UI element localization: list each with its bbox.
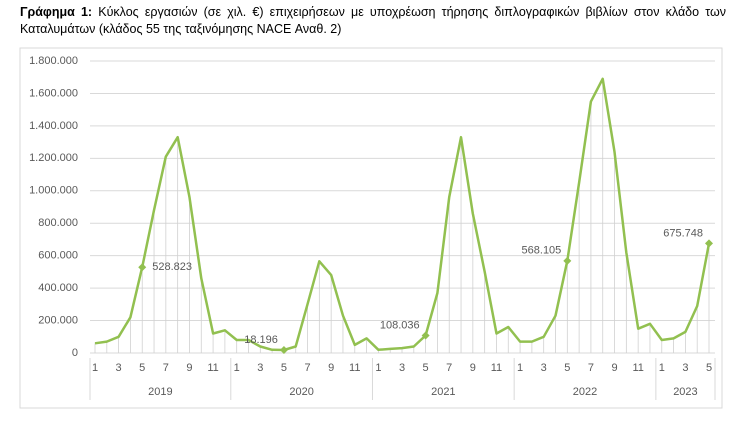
title-block: Γράφημα 1: Κύκλος εργασιών (σε χιλ. €) ε… — [20, 4, 726, 38]
x-tick-label: 3 — [257, 362, 263, 374]
chart-frame — [19, 47, 723, 409]
y-tick-label: 0 — [72, 347, 78, 359]
x-group-label: 2021 — [431, 386, 455, 398]
y-tick-label: 1.200.000 — [29, 152, 78, 164]
data-label: 675.748 — [663, 227, 703, 239]
y-tick-label: 400.000 — [38, 282, 78, 294]
x-tick-label: 11 — [207, 362, 218, 374]
x-tick-label: 9 — [328, 362, 334, 374]
point-marker — [563, 256, 572, 265]
x-tick-label: 7 — [304, 362, 310, 374]
x-tick-label: 5 — [564, 362, 570, 374]
y-tick-label: 1.600.000 — [29, 87, 78, 99]
x-tick-label: 7 — [163, 362, 169, 374]
x-tick-label: 11 — [632, 362, 643, 374]
x-tick-label: 3 — [682, 362, 688, 374]
x-group-label: 2023 — [673, 386, 697, 398]
point-marker — [421, 331, 430, 340]
y-tick-label: 600.000 — [38, 250, 78, 262]
point-marker — [138, 263, 147, 272]
series-line — [94, 77, 711, 352]
x-tick-label: 9 — [186, 362, 192, 374]
y-tick-label: 800.000 — [38, 217, 78, 229]
data-label: 528.823 — [152, 261, 192, 273]
y-tick-label: 200.000 — [38, 314, 78, 326]
x-group-label: 2020 — [289, 386, 313, 398]
x-tick-label: 1 — [659, 362, 665, 374]
chart-title: Κύκλος εργασιών (σε χιλ. €) επιχειρήσεων… — [20, 5, 726, 36]
point-marker — [705, 239, 713, 248]
x-tick-label: 5 — [423, 362, 429, 374]
x-tick-label: 1 — [375, 362, 381, 374]
x-tick-label: 5 — [139, 362, 145, 374]
data-label: 108.036 — [380, 319, 420, 331]
chart-label: Γράφημα 1: — [20, 5, 93, 19]
y-tick-label: 1.800.000 — [29, 55, 78, 67]
x-tick-label: 11 — [349, 362, 360, 374]
x-tick-label: 11 — [491, 362, 502, 374]
x-tick-label: 3 — [399, 362, 405, 374]
y-tick-label: 1.000.000 — [29, 185, 78, 197]
data-label: 568.105 — [522, 245, 562, 257]
x-tick-label: 3 — [541, 362, 547, 374]
y-tick-label: 1.400.000 — [29, 120, 78, 132]
x-tick-label: 1 — [517, 362, 523, 374]
x-tick-label: 1 — [92, 362, 98, 374]
x-tick-label: 5 — [706, 362, 712, 374]
x-tick-label: 5 — [281, 362, 287, 374]
x-tick-label: 7 — [446, 362, 452, 374]
x-tick-label: 9 — [611, 362, 617, 374]
point-marker — [279, 346, 288, 355]
x-tick-label: 7 — [588, 362, 594, 374]
x-group-label: 2022 — [573, 386, 597, 398]
data-label: 18.196 — [244, 334, 278, 346]
x-tick-label: 9 — [470, 362, 476, 374]
x-tick-label: 1 — [234, 362, 240, 374]
x-tick-label: 3 — [116, 362, 122, 374]
x-group-label: 2019 — [148, 386, 172, 398]
